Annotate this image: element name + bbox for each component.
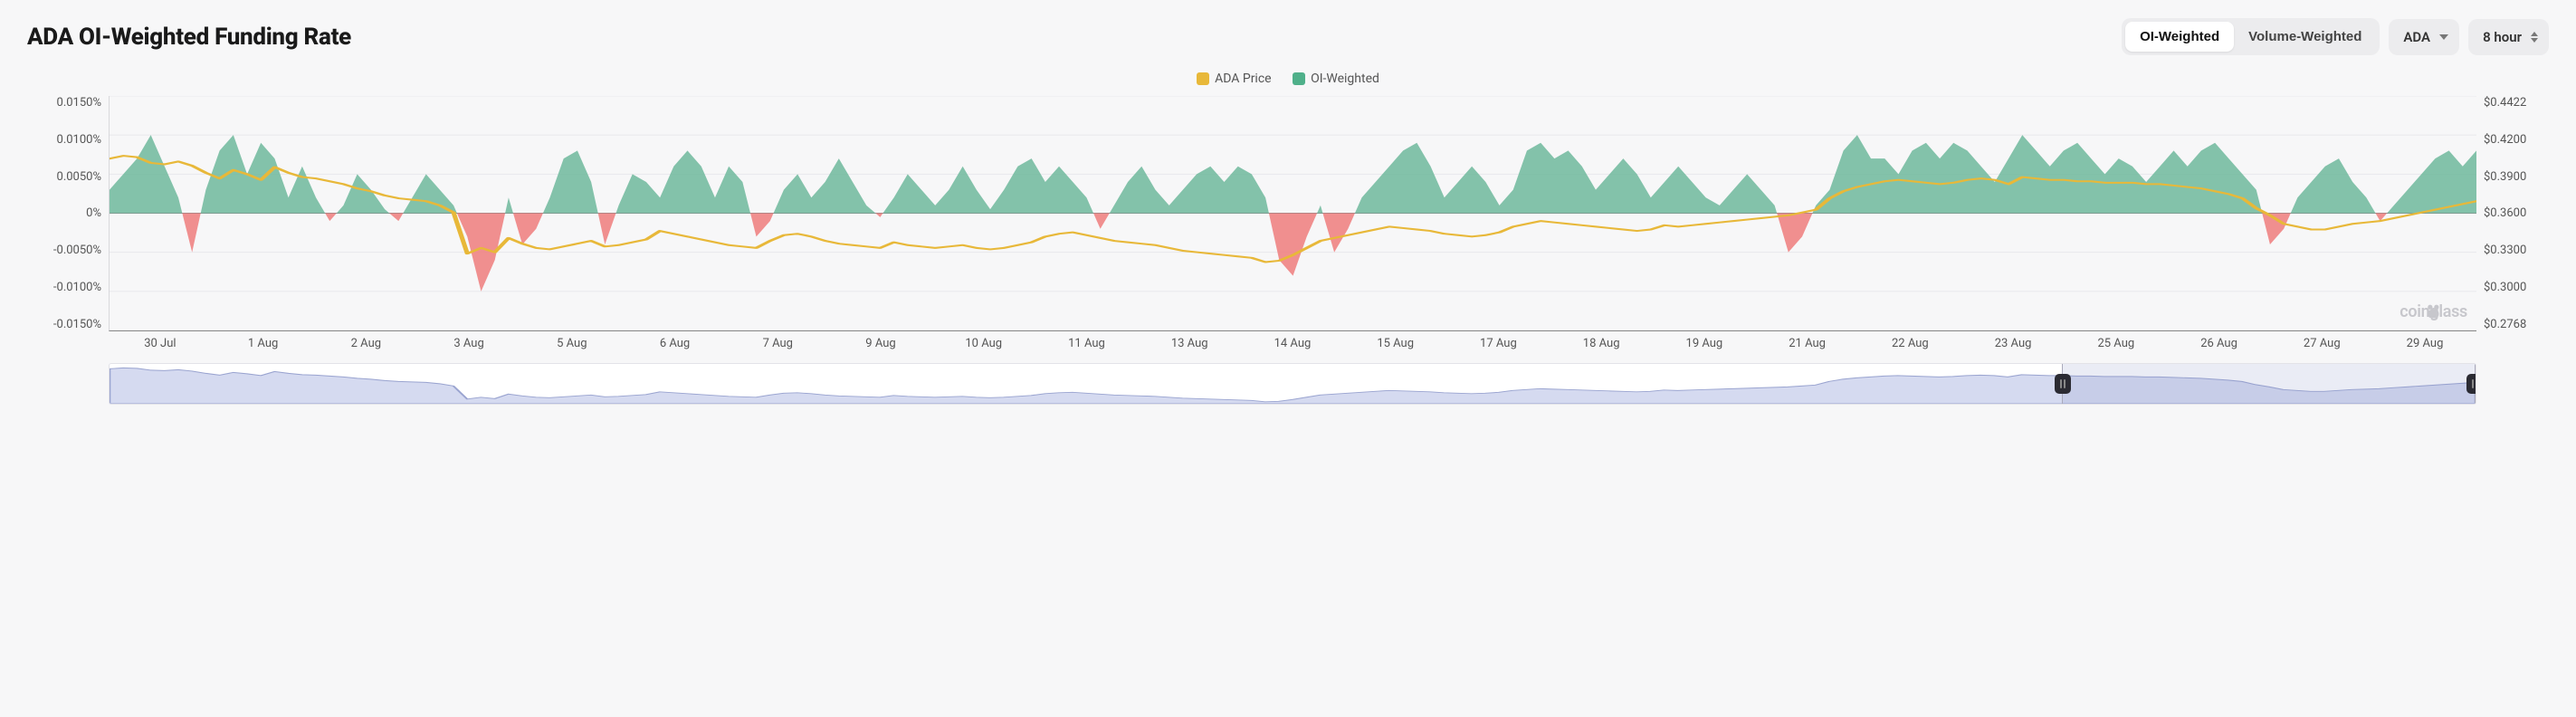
legend-item-price[interactable]: ADA Price [1197, 72, 1272, 86]
segment-oi-weighted[interactable]: OI-Weighted [2125, 22, 2234, 52]
asset-dropdown[interactable]: ADA [2389, 19, 2459, 55]
weighting-segmented-control: OI-Weighted Volume-Weighted [2122, 18, 2380, 55]
x-axis: 30 Jul1 Aug2 Aug3 Aug5 Aug6 Aug7 Aug9 Au… [109, 337, 2476, 350]
legend-swatch-price [1197, 72, 1209, 85]
main-chart: 0.0150%0.0100%0.0050%0%-0.0050%-0.0100%-… [27, 96, 2549, 331]
navigator-handle-left[interactable] [2055, 374, 2071, 394]
plot-area[interactable]: coinglass [109, 96, 2476, 331]
navigator-handle-right[interactable] [2466, 374, 2476, 394]
navigator-selection[interactable] [2062, 364, 2476, 404]
stepper-icon [2531, 32, 2538, 43]
legend-label: ADA Price [1215, 72, 1272, 86]
interval-dropdown-value: 8 hour [2483, 29, 2522, 45]
interval-dropdown[interactable]: 8 hour [2468, 19, 2549, 55]
y-axis-left: 0.0150%0.0100%0.0050%0%-0.0050%-0.0100%-… [27, 96, 109, 331]
legend-item-funding[interactable]: OI-Weighted [1293, 72, 1379, 86]
legend-label: OI-Weighted [1311, 72, 1379, 86]
chart-legend: ADA Price OI-Weighted [27, 72, 2549, 89]
navigator[interactable] [109, 363, 2476, 405]
asset-dropdown-value: ADA [2403, 29, 2430, 45]
caret-down-icon [2439, 34, 2448, 40]
page-title: ADA OI-Weighted Funding Rate [27, 24, 351, 51]
y-axis-right: $0.4422$0.4200$0.3900$0.3600$0.3300$0.30… [2476, 96, 2549, 331]
segment-volume-weighted[interactable]: Volume-Weighted [2234, 22, 2376, 52]
chart-controls: OI-Weighted Volume-Weighted ADA 8 hour [2122, 18, 2549, 55]
legend-swatch-funding [1293, 72, 1305, 85]
